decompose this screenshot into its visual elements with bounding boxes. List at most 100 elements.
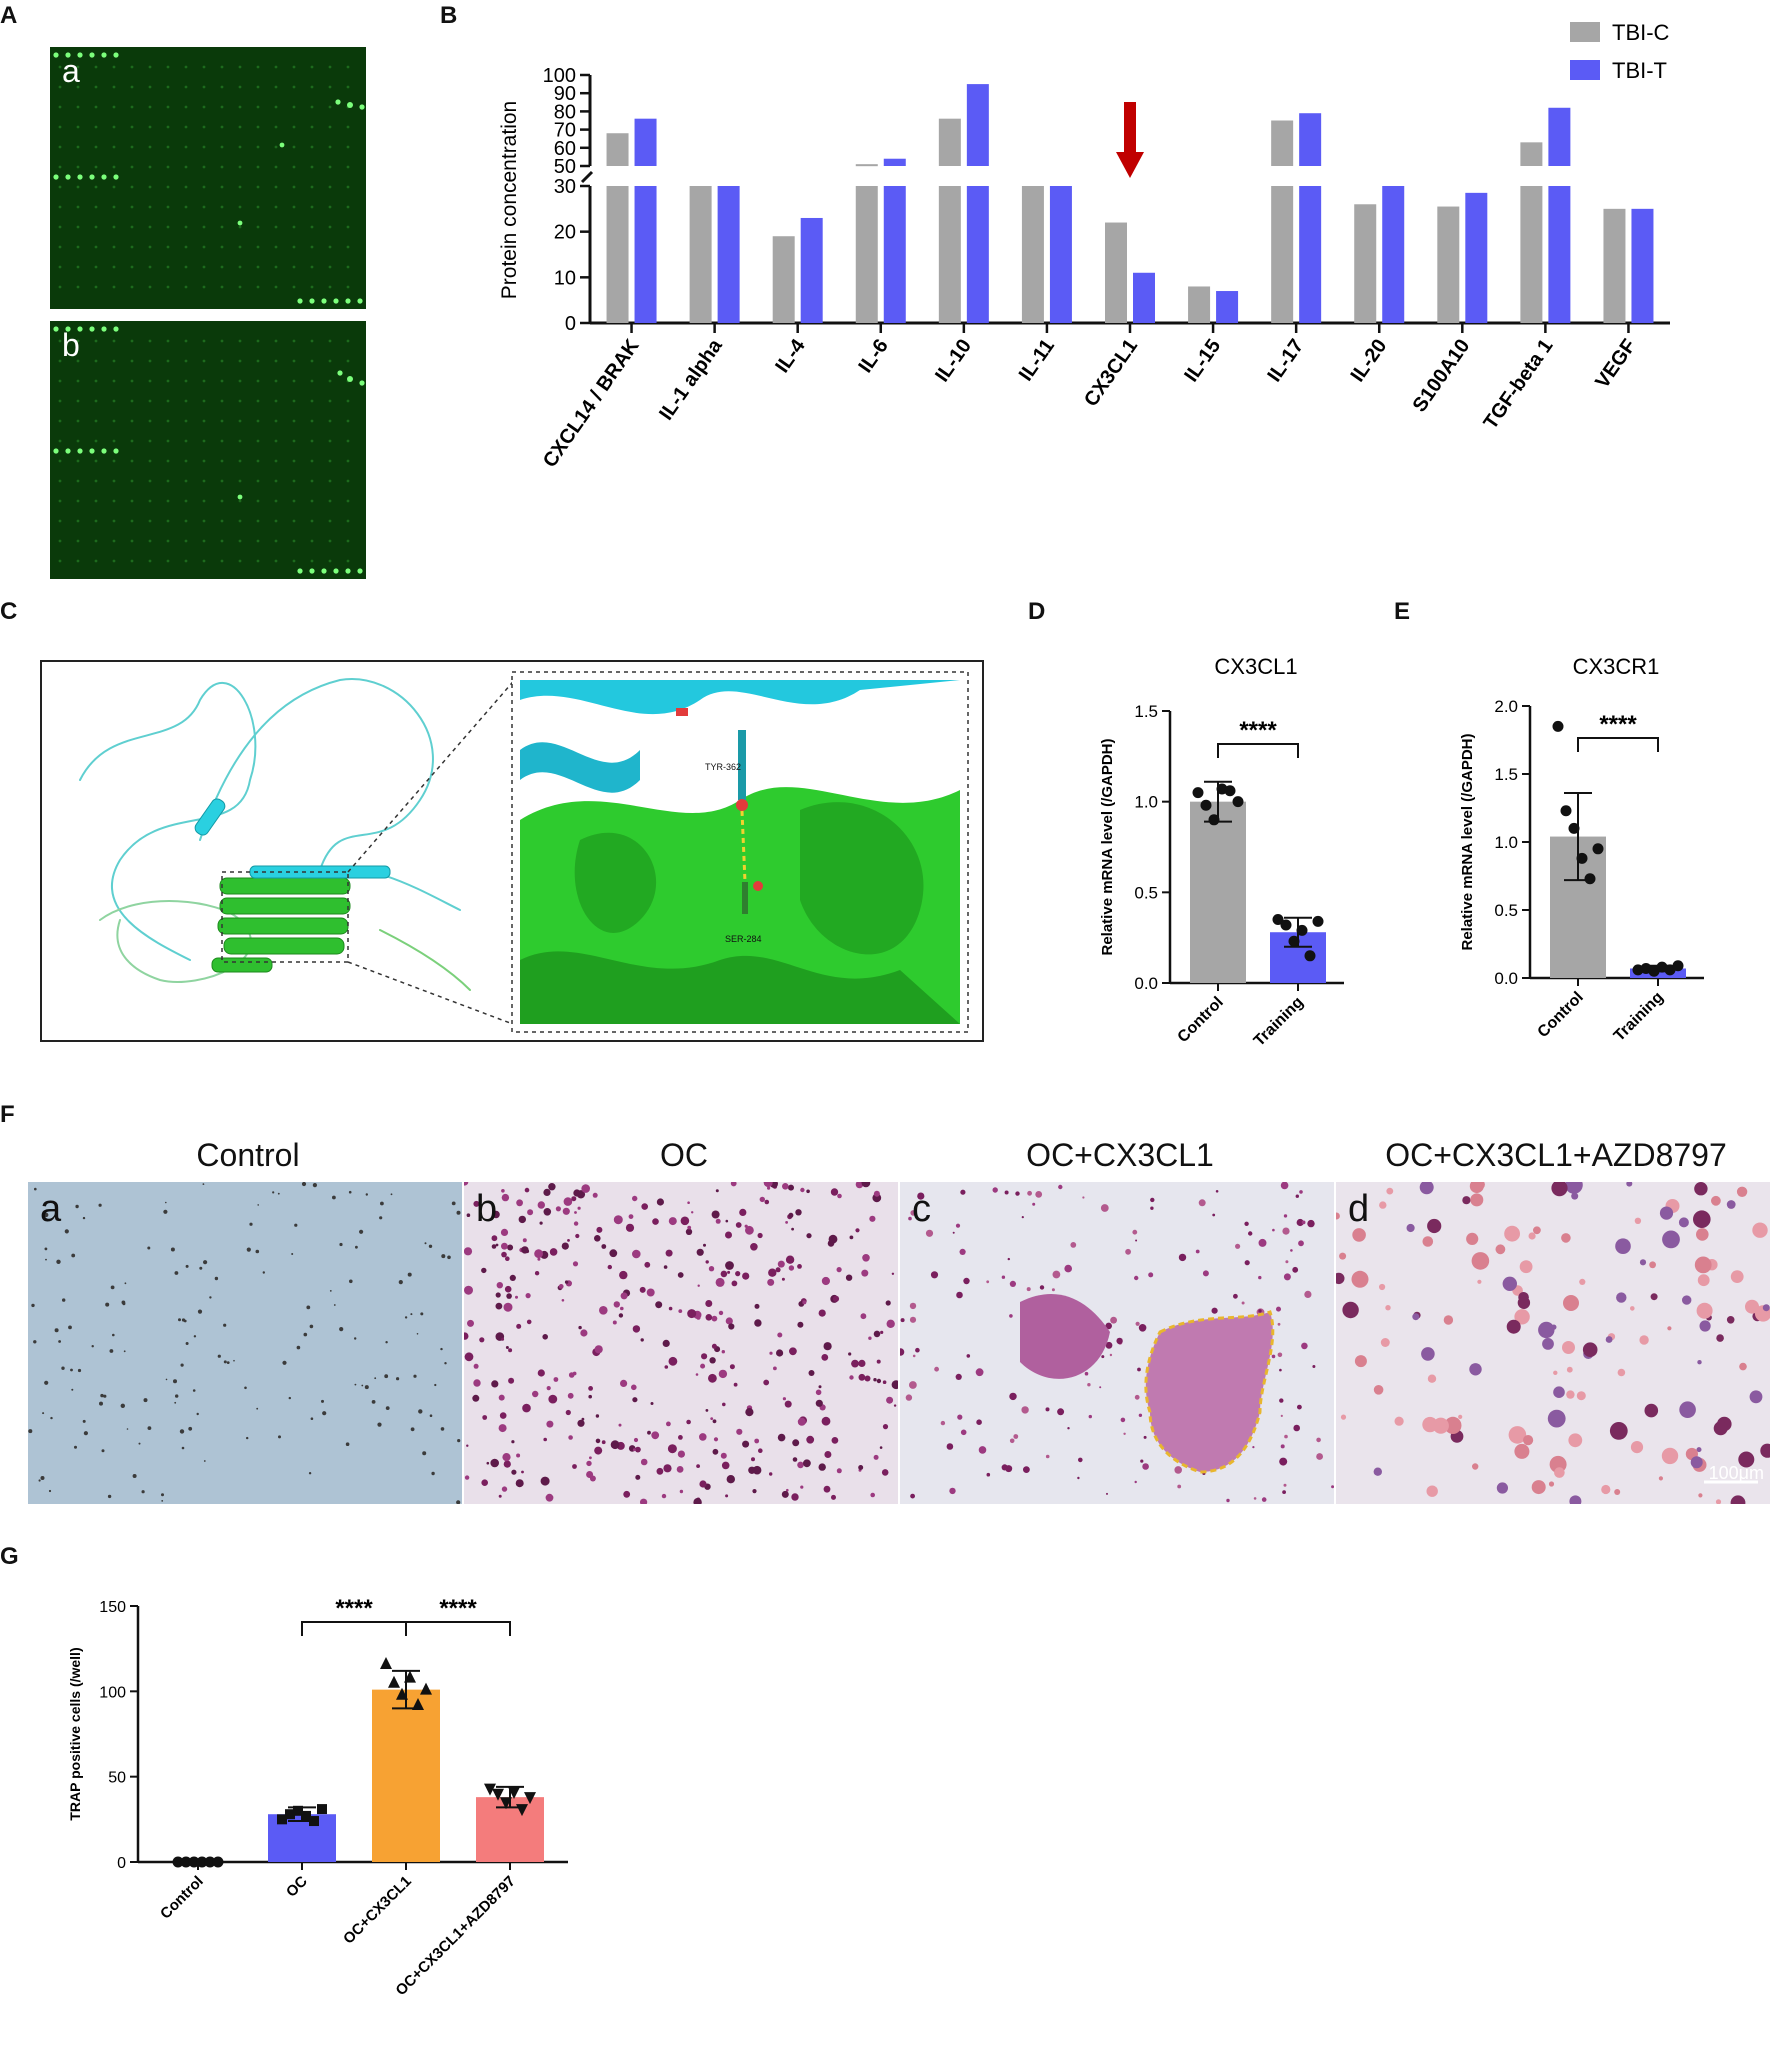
cell-speck xyxy=(321,1399,324,1403)
array-spot xyxy=(238,185,242,189)
array-spot xyxy=(166,479,170,483)
array-spot xyxy=(256,125,260,129)
array-spot xyxy=(238,519,242,523)
cell-speck xyxy=(955,1223,961,1228)
cell-speck xyxy=(1087,1383,1091,1387)
cell-speck xyxy=(788,1184,794,1191)
cell-speck xyxy=(525,1293,531,1299)
cell-speck xyxy=(77,1368,82,1373)
cell-speck xyxy=(567,1239,570,1242)
cell-speck xyxy=(687,1201,690,1204)
array-spot xyxy=(274,539,278,543)
cell-speck xyxy=(623,1490,631,1498)
cell-speck xyxy=(515,1479,524,1488)
cell-speck xyxy=(418,1409,423,1414)
array-spot xyxy=(130,419,134,423)
cell-speck xyxy=(607,1264,612,1270)
cell-speck xyxy=(1421,1347,1435,1361)
array-spot xyxy=(256,285,260,289)
array-spot xyxy=(310,499,314,503)
cell-speck xyxy=(147,1426,152,1430)
array-spot xyxy=(310,145,314,149)
cell-speck xyxy=(1009,1392,1017,1401)
b-legend-label: TBI-C xyxy=(1612,20,1670,45)
cell-speck xyxy=(1244,1260,1250,1266)
data-point xyxy=(1208,814,1220,826)
array-spot xyxy=(112,125,116,129)
b-bar-upper xyxy=(1299,113,1322,166)
cell-speck xyxy=(745,1408,754,1417)
cell-speck xyxy=(410,1427,415,1432)
cell-speck xyxy=(697,1284,700,1287)
array-dots-b xyxy=(53,326,365,574)
cell-speck xyxy=(501,1242,508,1250)
cell-speck xyxy=(797,1417,806,1426)
array-spot xyxy=(166,205,170,209)
cell-speck xyxy=(1211,1307,1218,1314)
array-spot xyxy=(328,225,332,229)
array-spot xyxy=(310,399,314,403)
cell-speck xyxy=(915,1347,920,1353)
array-spot xyxy=(112,499,116,503)
cell-speck xyxy=(163,1209,168,1214)
cell-speck xyxy=(1693,1210,1711,1228)
cell-speck xyxy=(1626,1182,1633,1187)
cell-speck xyxy=(1135,1321,1140,1326)
cell-speck xyxy=(422,1451,427,1456)
cell-speck xyxy=(728,1323,735,1330)
cell-speck xyxy=(959,1248,966,1255)
cell-speck xyxy=(789,1347,797,1356)
array-spot xyxy=(94,185,98,189)
cell-speck xyxy=(677,1272,684,1278)
cell-speck xyxy=(464,1285,473,1295)
cell-speck xyxy=(1140,1459,1144,1463)
cell-speck xyxy=(769,1472,773,1476)
array-spot xyxy=(220,539,224,543)
array-spot xyxy=(310,165,314,169)
cell-speck xyxy=(196,1412,199,1416)
b-bar xyxy=(1271,186,1294,323)
cell-speck xyxy=(1542,1338,1554,1350)
array-spot xyxy=(58,499,62,503)
cell-speck xyxy=(1639,1259,1647,1266)
data-point xyxy=(301,1810,311,1821)
cell-speck xyxy=(586,1471,594,1478)
cell-speck xyxy=(226,1361,230,1364)
cell-speck xyxy=(802,1300,807,1305)
cell-speck xyxy=(678,1435,683,1440)
array-spot xyxy=(112,379,116,383)
cell-speck xyxy=(881,1469,889,1476)
array-spot xyxy=(256,65,260,69)
array-spot xyxy=(238,479,242,483)
cell-speck xyxy=(1694,1182,1708,1196)
b-tick-label: 60 xyxy=(554,138,576,160)
micrograph-control-speck-group xyxy=(28,1182,461,1504)
array-spot xyxy=(184,105,188,109)
cell-speck xyxy=(537,1369,545,1377)
cell-speck xyxy=(1352,1228,1366,1242)
cell-speck xyxy=(718,1310,724,1316)
cell-speck xyxy=(1386,1187,1394,1195)
cell-speck xyxy=(203,1260,208,1265)
cell-speck xyxy=(1697,1274,1710,1287)
cell-speck xyxy=(543,1437,547,1442)
data-point xyxy=(1672,960,1684,972)
data-point xyxy=(1224,785,1236,797)
cell-speck xyxy=(501,1337,505,1341)
cell-speck xyxy=(588,1394,592,1399)
cell-speck xyxy=(396,1377,400,1381)
cell-speck xyxy=(1563,1295,1579,1311)
array-spot xyxy=(76,519,80,523)
array-spot xyxy=(328,459,332,463)
cell-speck xyxy=(1716,1334,1724,1342)
cell-speck xyxy=(873,1330,881,1338)
array-spot xyxy=(238,439,242,443)
cell-speck xyxy=(764,1199,770,1205)
cell-speck xyxy=(1261,1497,1267,1502)
cell-speck xyxy=(1082,1196,1085,1199)
cell-speck xyxy=(416,1333,419,1335)
micrograph-oc-cx3cl1-azd8797-speck-group xyxy=(1336,1182,1770,1504)
cell-speck xyxy=(631,1384,637,1391)
b-highlight-arrow xyxy=(1116,102,1144,178)
cell-speck xyxy=(715,1218,721,1224)
